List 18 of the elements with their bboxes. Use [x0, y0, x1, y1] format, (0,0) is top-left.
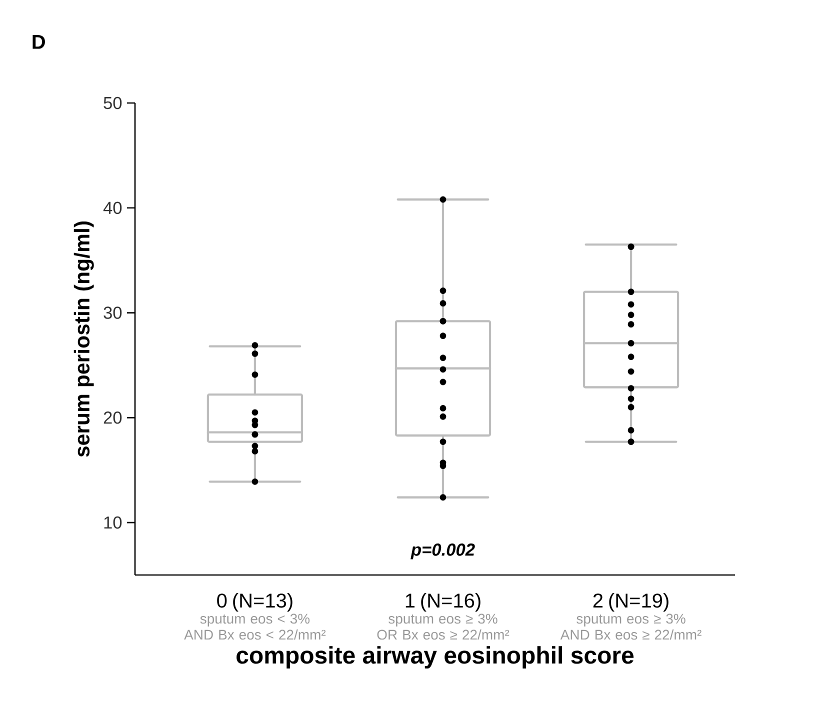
x-tick-label: 1 (N=16) — [406, 593, 480, 612]
chart-title: D — [32, 35, 45, 49]
text: sputum eos ≥ 3% — [388, 614, 498, 626]
y-tick-label: 30 — [104, 306, 122, 319]
text: OR Bx eos ≥ 22/mm² — [377, 629, 510, 640]
y-tick-label: 40 — [103, 202, 122, 214]
text: AND Bx eos < 22/mm² — [184, 629, 326, 640]
text: AND Bx eos ≥ 22/mm² — [560, 629, 702, 640]
text: sputum eos < 3% — [200, 614, 310, 626]
x-tick-label: 2 (N=19) — [593, 593, 668, 612]
text: sputum eos ≥ 3% — [576, 614, 686, 626]
y-tick-label: 10 — [104, 516, 122, 529]
y-axis-title: serum periostin (ng/ml) — [74, 222, 94, 457]
y-tick-label: 20 — [104, 412, 122, 424]
y-tick-label: 50 — [104, 96, 122, 110]
annotation: p=0.002 — [410, 544, 475, 560]
x-tick-label: 0 (N=13) — [217, 593, 292, 612]
x-axis-title: composite airway eosinophil score — [236, 646, 634, 669]
